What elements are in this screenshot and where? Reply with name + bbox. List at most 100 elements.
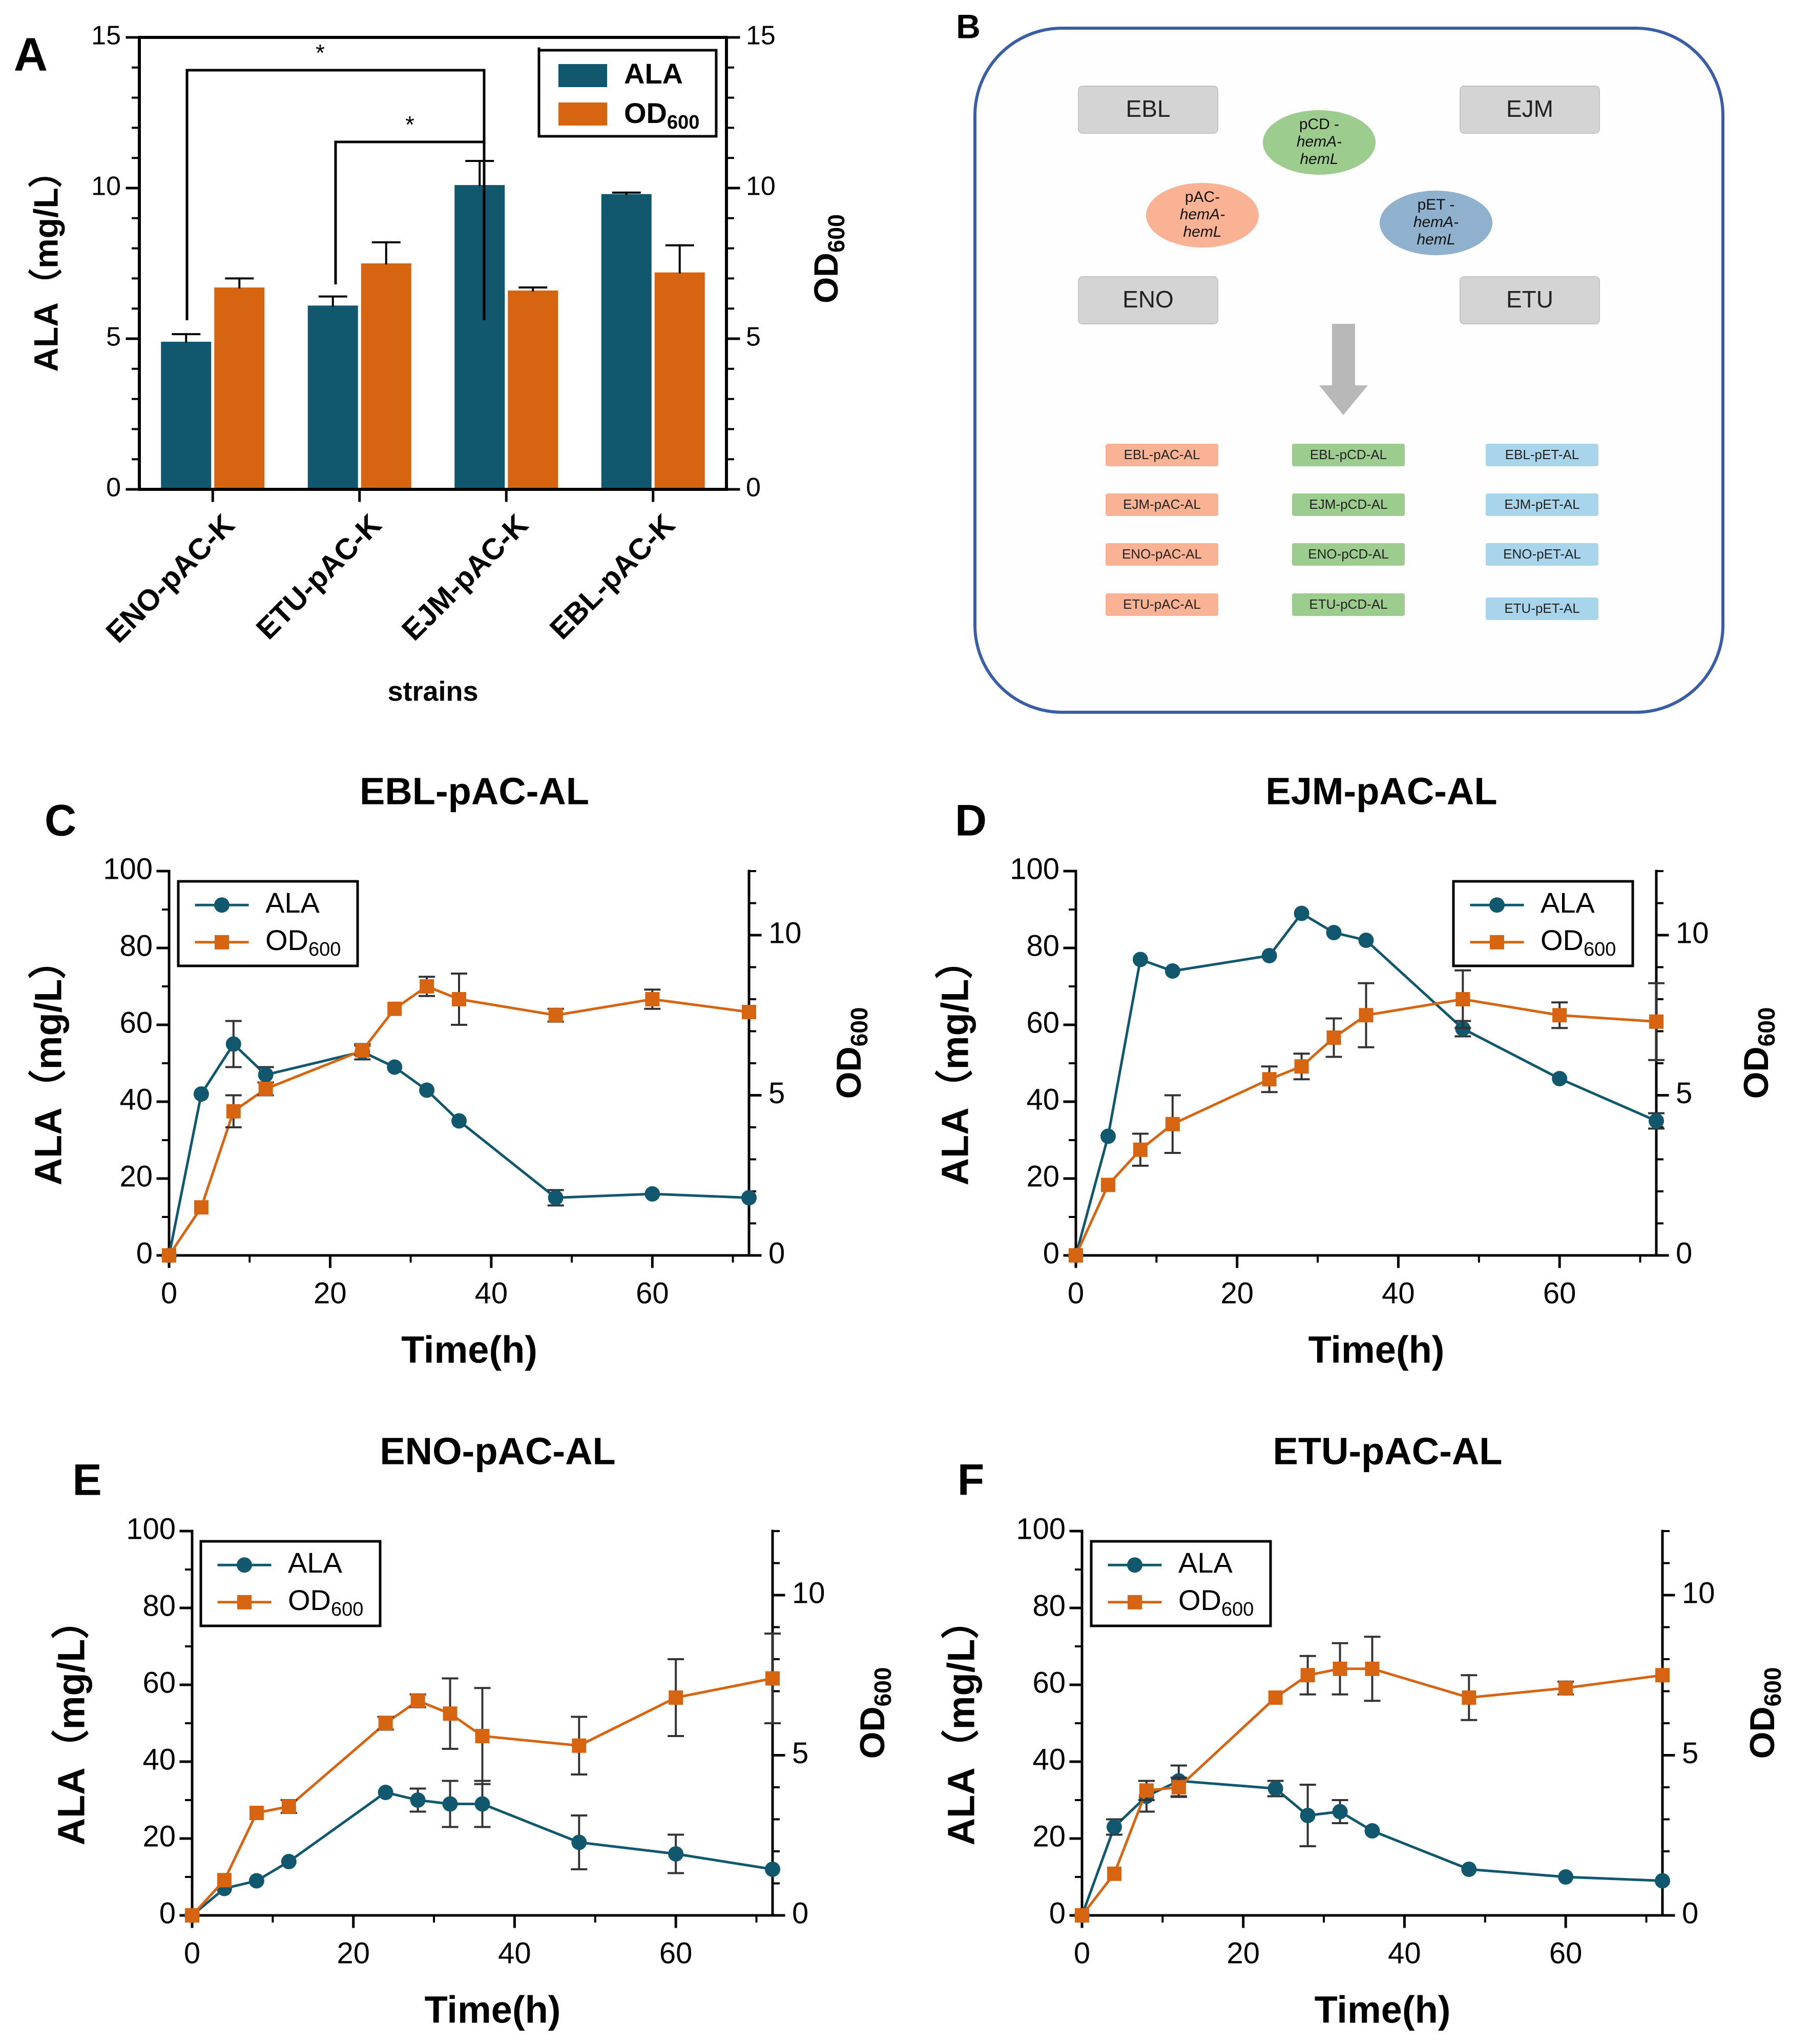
y-tick-label: 60 xyxy=(142,1666,176,1699)
legend-marker-ala xyxy=(1489,897,1505,913)
label-main: OD xyxy=(1178,1584,1221,1616)
ala-point xyxy=(1558,1869,1574,1885)
y-axis-title: ALA（mg/L） xyxy=(27,941,70,1186)
label-subscript: 600 xyxy=(1753,1007,1780,1047)
arrow-head xyxy=(1319,385,1368,415)
y2-tick-label: 15 xyxy=(746,21,776,51)
ala-point xyxy=(1106,1819,1122,1835)
ala-point xyxy=(258,1067,274,1083)
x-tick-label: 20 xyxy=(314,1276,347,1310)
ala-point xyxy=(1261,948,1277,963)
ala-point xyxy=(442,1796,458,1812)
y-axis-title: ALA（mg/L） xyxy=(940,1601,983,1846)
ala-point xyxy=(193,1086,209,1102)
y-tick-label: 80 xyxy=(142,1589,176,1622)
y2-axis-title: OD600 xyxy=(1743,1667,1786,1759)
legend-label-od: OD600 xyxy=(288,1584,363,1620)
y-tick-label: 80 xyxy=(1026,929,1059,962)
ala-bar xyxy=(307,305,358,489)
strain-label: ETU xyxy=(1506,286,1553,313)
x-tick-label: ETU-pAC-K xyxy=(250,508,388,646)
od-point xyxy=(645,992,660,1006)
x-tick-label: 60 xyxy=(1549,1936,1583,1970)
ala-bar xyxy=(454,185,505,489)
label-subscript: 600 xyxy=(308,939,341,960)
ala-point xyxy=(1100,1128,1116,1144)
ala-bar xyxy=(161,341,212,489)
legend-marker-ala xyxy=(237,1557,252,1573)
y2-tick-label: 5 xyxy=(746,322,761,352)
y-tick-label: 5 xyxy=(106,322,121,352)
plasmid-name: pET - xyxy=(1418,196,1455,213)
construct-box xyxy=(1486,543,1598,566)
od-point xyxy=(1649,1014,1663,1029)
label-main: OD xyxy=(853,1706,892,1759)
y2-tick-label: 0 xyxy=(768,1236,785,1270)
x-axis-title: Time(h) xyxy=(1308,1329,1445,1371)
plasmid-ellipse xyxy=(1263,110,1376,175)
construct-label: EJM-pAC-AL xyxy=(1123,497,1201,512)
y2-tick-label: 0 xyxy=(1682,1896,1698,1930)
ala-point xyxy=(1552,1071,1568,1086)
od-point xyxy=(387,1001,402,1016)
od-bar xyxy=(361,263,411,489)
legend-label-od: OD600 xyxy=(265,924,341,960)
y-tick-label: 40 xyxy=(1032,1743,1066,1776)
ala-point xyxy=(1364,1823,1380,1839)
ala-point xyxy=(1332,1804,1348,1820)
x-axis-title: Time(h) xyxy=(425,1989,561,2031)
ala-line xyxy=(1080,1779,1663,1916)
ala-point xyxy=(1300,1808,1316,1823)
label-main: OD xyxy=(265,924,308,956)
construct-box xyxy=(1292,543,1405,566)
legend-label-ala: ALA xyxy=(288,1546,342,1579)
ala-point xyxy=(1461,1862,1477,1877)
legend-label-ala: ALA xyxy=(265,886,320,919)
chart-title: EJM-pAC-AL xyxy=(1265,770,1497,813)
label-main: OD xyxy=(807,253,845,303)
ala-point xyxy=(571,1834,587,1850)
x-tick-label: EBL-pAC-K xyxy=(544,508,681,646)
label-subscript: 600 xyxy=(667,112,699,133)
x-tick-label: ENO-pAC-K xyxy=(99,508,241,649)
od-point xyxy=(572,1738,587,1753)
ala-bar xyxy=(601,194,652,489)
od-point xyxy=(249,1806,264,1820)
panel-letter-b: B xyxy=(956,7,981,45)
y2-axis-title: OD600 xyxy=(853,1667,896,1759)
legend-marker-od xyxy=(215,935,229,949)
ala-point xyxy=(248,1873,264,1889)
legend-marker-ala xyxy=(214,897,230,913)
significance-bracket xyxy=(334,140,486,284)
od-point xyxy=(452,992,466,1006)
y-tick-label: 10 xyxy=(91,172,121,201)
label-subscript: 600 xyxy=(331,1599,363,1620)
od-point xyxy=(1326,1030,1341,1045)
x-tick-label: 0 xyxy=(1068,1276,1084,1310)
legend-marker-od xyxy=(237,1595,252,1609)
y-tick-label: 60 xyxy=(1026,1006,1059,1039)
y-axis-title: ALA（mg/L） xyxy=(934,941,976,1186)
legend-marker-od xyxy=(1128,1595,1142,1609)
od-point xyxy=(1107,1866,1121,1881)
od-point xyxy=(1069,1248,1083,1263)
construct-label: ETU-pAC-AL xyxy=(1123,596,1201,612)
y2-tick-label: 0 xyxy=(746,473,761,503)
od-point xyxy=(1300,1668,1315,1683)
legend-label-ala: ALA xyxy=(624,57,683,90)
od-point xyxy=(1075,1908,1089,1923)
od-point xyxy=(1294,1059,1309,1074)
y-tick-label: 100 xyxy=(103,852,153,885)
label-main: OD xyxy=(829,1046,868,1099)
strain-box xyxy=(1460,86,1600,134)
od-point xyxy=(765,1671,780,1686)
x-tick-label: 60 xyxy=(636,1276,669,1310)
legend-label-od: OD600 xyxy=(624,97,699,133)
y-tick-label: 100 xyxy=(1010,852,1059,885)
od-point xyxy=(1359,1008,1374,1023)
y2-tick-label: 5 xyxy=(768,1077,785,1110)
construct-label: ETU-pCD-AL xyxy=(1309,596,1387,612)
od-point xyxy=(475,1729,490,1743)
significance-star: * xyxy=(405,111,414,138)
